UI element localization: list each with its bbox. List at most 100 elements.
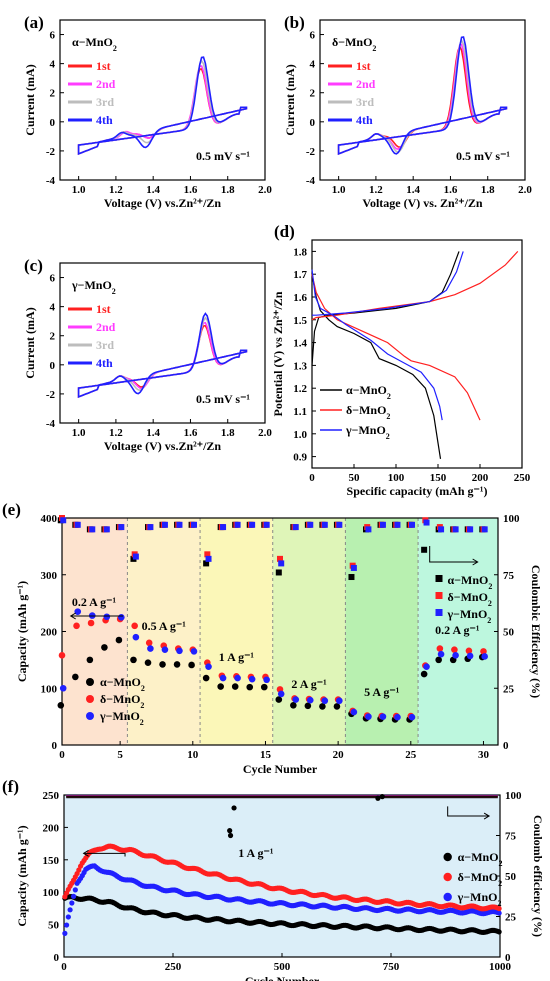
ce-outlier bbox=[375, 795, 381, 801]
y-tick-label: 4 bbox=[50, 302, 56, 314]
ce-point bbox=[365, 526, 372, 533]
y-tick-label: 4 bbox=[310, 59, 316, 71]
y-tick-label: 150 bbox=[43, 855, 60, 867]
x-tick-label: 10 bbox=[187, 749, 199, 761]
x-tick-label: 1.2 bbox=[109, 427, 123, 439]
subscript-2: 2 bbox=[499, 859, 503, 868]
ce-point bbox=[350, 564, 357, 571]
capacity-point bbox=[263, 676, 270, 684]
legend-entry: 2nd bbox=[96, 320, 116, 334]
rate-region bbox=[127, 518, 201, 745]
panel-label: (b) bbox=[284, 13, 305, 32]
x-tick-label: 500 bbox=[274, 961, 291, 973]
x-tick-label: 1.4 bbox=[146, 184, 160, 196]
capacity-point bbox=[132, 633, 140, 641]
y-tick-label: 250 bbox=[43, 790, 60, 802]
capacity-point bbox=[480, 648, 487, 655]
capacity-point bbox=[147, 645, 154, 652]
legend-swatch bbox=[443, 852, 452, 862]
x-tick-label: 1.4 bbox=[146, 427, 160, 439]
y-tick-label: -2 bbox=[46, 389, 56, 401]
legend-swatch bbox=[86, 695, 94, 703]
y-tick-label: 1.1 bbox=[293, 406, 307, 418]
x-tick-label: 2.0 bbox=[518, 184, 532, 196]
ce-point bbox=[103, 526, 110, 533]
panel-label: (f) bbox=[2, 777, 19, 796]
capacity-point bbox=[70, 893, 77, 899]
capacity-point bbox=[435, 656, 442, 664]
capacity-point bbox=[496, 905, 502, 912]
capacity-point bbox=[144, 659, 152, 667]
x-tick-label: 30 bbox=[478, 749, 490, 761]
y-tick-label: 100 bbox=[41, 683, 58, 695]
capacity-point bbox=[219, 674, 227, 682]
capacity-point bbox=[58, 652, 66, 659]
capacity-point bbox=[86, 656, 94, 664]
capacity-point bbox=[74, 608, 82, 615]
x-tick-label: 1.6 bbox=[184, 427, 198, 439]
rate-label: 0.5 A g⁻¹ bbox=[142, 619, 187, 633]
x-axis-label: Specific capacity (mAh g⁻¹) bbox=[347, 484, 488, 498]
capacity-point bbox=[145, 639, 153, 647]
ce-point bbox=[307, 521, 314, 528]
legend-entry: 4th bbox=[96, 113, 113, 127]
capacity-point bbox=[290, 701, 297, 709]
material-label: α−MnO2 bbox=[72, 35, 117, 53]
arrow-right bbox=[429, 546, 478, 563]
legend-entry: 3rd bbox=[96, 95, 114, 109]
capacity-point bbox=[275, 696, 283, 703]
subscript-2: 2 bbox=[498, 879, 502, 888]
subscript-2: 2 bbox=[140, 701, 144, 710]
ce-point bbox=[191, 521, 197, 528]
legend-entry: α−MnO2 bbox=[458, 850, 503, 868]
ce-point bbox=[132, 553, 139, 560]
capacity-point bbox=[190, 648, 198, 655]
y-tick-label: 300 bbox=[41, 570, 58, 582]
x-tick-label: 1.2 bbox=[369, 184, 383, 196]
legend-entry: 1st bbox=[96, 59, 111, 73]
y-tick-label: -4 bbox=[46, 175, 56, 187]
ce-point bbox=[203, 560, 210, 567]
rate-label: 5 A g⁻¹ bbox=[364, 685, 400, 699]
x-tick-label: 0 bbox=[61, 961, 67, 973]
arrow-left bbox=[83, 852, 126, 857]
capacity-point bbox=[394, 713, 401, 721]
cv-series-4th bbox=[77, 56, 248, 155]
y-tick-label: 2 bbox=[310, 88, 316, 100]
capacity-point bbox=[437, 650, 445, 658]
capacity-point bbox=[319, 703, 326, 710]
legend-swatch bbox=[86, 712, 94, 720]
ce-point bbox=[452, 526, 459, 533]
capacity-point bbox=[408, 713, 416, 721]
arrow-left-head bbox=[82, 849, 89, 857]
y2-tick-label: 25 bbox=[505, 912, 517, 924]
x-tick-label: 750 bbox=[383, 961, 400, 973]
panel-f: 0 250 500 750 100005010015020025002550751001… bbox=[2, 777, 545, 981]
capacity-point bbox=[436, 645, 444, 652]
gcd-discharge-0 bbox=[311, 274, 442, 459]
ce-point bbox=[421, 546, 428, 553]
capacity-point bbox=[65, 914, 71, 920]
ce-point bbox=[277, 555, 283, 562]
x-tick-label: 1.8 bbox=[481, 184, 495, 196]
material-label: γ−MnO2 bbox=[71, 278, 116, 296]
legend-entry: γ−MnO2 bbox=[447, 607, 492, 625]
capacity-point bbox=[466, 652, 474, 660]
capacity-point bbox=[496, 929, 502, 935]
x-tick-label: 1.2 bbox=[109, 184, 123, 196]
ce-point bbox=[438, 526, 445, 533]
capacity-point bbox=[103, 613, 111, 621]
x-tick-label: 0 bbox=[59, 749, 65, 761]
y-tick-label: -2 bbox=[46, 146, 56, 158]
rate-region bbox=[272, 518, 346, 745]
scan-rate-note: 0.5 mV s⁻¹ bbox=[456, 149, 510, 163]
arrow-left-head bbox=[69, 612, 76, 620]
gcd-charge-0 bbox=[311, 251, 460, 366]
current-density-note: 1 A g⁻¹ bbox=[238, 846, 274, 860]
y-tick-label: 4 bbox=[50, 59, 56, 71]
capacity-point bbox=[496, 910, 502, 916]
legend-entry: δ−MnO2 bbox=[346, 403, 390, 421]
y-tick-label: 50 bbox=[48, 920, 60, 932]
y-tick-label: 0 bbox=[54, 952, 60, 964]
ce-point bbox=[234, 521, 241, 528]
